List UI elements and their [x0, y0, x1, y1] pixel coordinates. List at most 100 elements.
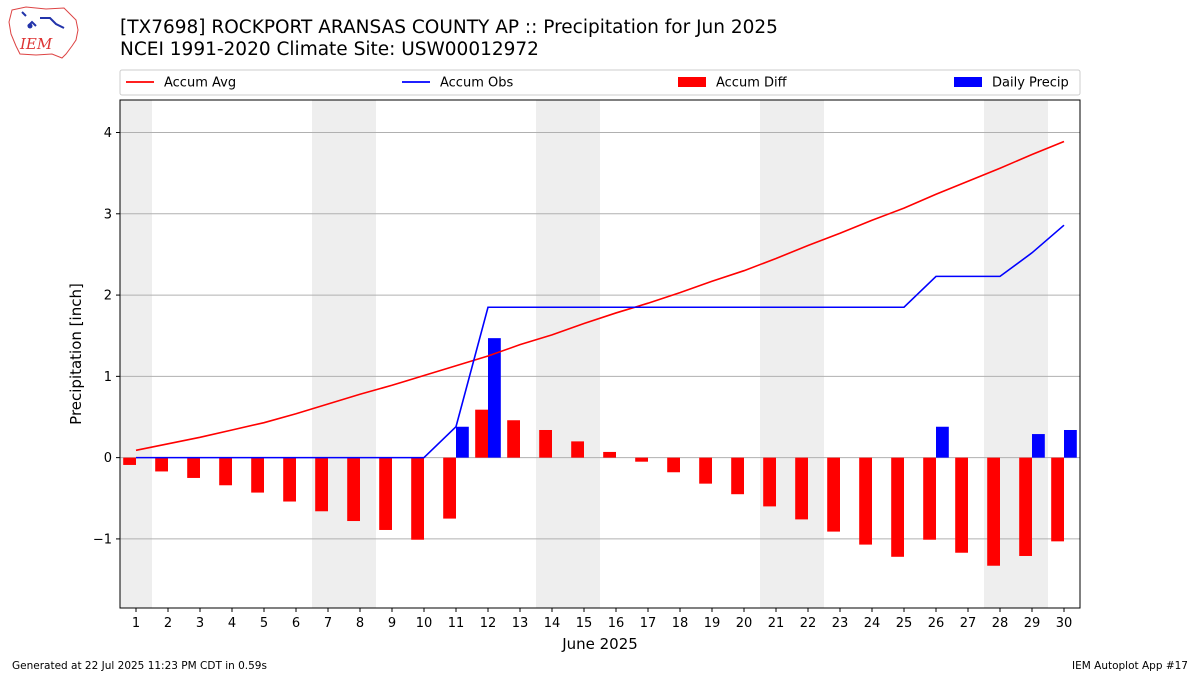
accum-diff-bar — [635, 457, 648, 462]
legend-accum-diff-label: Accum Diff — [716, 76, 788, 91]
line-series — [135, 140, 1065, 459]
accum-diff-bar — [891, 457, 904, 557]
x-axis-label: June 2025 — [561, 635, 638, 653]
x-tick-label: 1 — [132, 616, 140, 631]
daily-precip-bar — [1064, 429, 1077, 458]
daily-precip-bar — [488, 338, 501, 458]
accum-avg-line — [135, 140, 1065, 452]
x-tick-label: 9 — [388, 616, 396, 631]
x-tick-label: 2 — [164, 616, 172, 631]
x-tick-label: 14 — [544, 616, 561, 631]
accum-diff-bar — [859, 457, 872, 545]
x-tick-label: 22 — [800, 616, 817, 631]
accum-diff-bar — [475, 409, 488, 458]
accum-diff-bar — [379, 457, 392, 530]
y-tick-label: 1 — [104, 370, 112, 385]
accum-diff-bar — [955, 457, 968, 553]
accum-diff-bar — [347, 457, 360, 522]
x-tick-label: 3 — [196, 616, 204, 631]
legend-daily-precip-swatch — [954, 77, 982, 87]
weekend-shade — [792, 100, 824, 608]
x-tick-label: 12 — [480, 616, 497, 631]
accum-diff-bar — [443, 457, 456, 519]
x-tick-label: 21 — [768, 616, 785, 631]
accum-diff-bar — [763, 457, 776, 507]
x-tick-label: 10 — [416, 616, 433, 631]
weekend-shade — [344, 100, 376, 608]
x-tick-label: 5 — [260, 616, 268, 631]
weekend-shade — [760, 100, 792, 608]
daily-precip-bar — [1032, 434, 1045, 458]
legend-accum-obs-label: Accum Obs — [440, 76, 513, 91]
accum-diff-bar — [283, 457, 296, 502]
app-footer: IEM Autoplot App #17 — [1072, 660, 1188, 672]
x-tick-label: 26 — [928, 616, 945, 631]
accum-diff-bar — [699, 457, 712, 484]
accum-diff-bar — [603, 451, 616, 458]
accum-diff-bar — [187, 457, 200, 478]
y-tick-label: 3 — [104, 207, 112, 222]
accum-diff-bar — [795, 457, 808, 520]
accum-obs-line — [136, 224, 1065, 459]
x-axis-ticks: 1 2 3 4 5 6 7 8 9 10 11 12 13 14 15 16 17 18 19 20 21 22 23 24 2… — [132, 608, 1072, 631]
x-tick-label: 15 — [576, 616, 593, 631]
accum-diff-bar — [539, 429, 552, 458]
accum-diff-bar — [1019, 457, 1032, 556]
x-tick-label: 11 — [448, 616, 465, 631]
x-tick-label: 27 — [960, 616, 977, 631]
weekend-shade — [312, 100, 344, 608]
y-axis-label: Precipitation [inch] — [67, 283, 85, 425]
bar-series — [123, 338, 1077, 566]
y-tick-label: 4 — [104, 126, 112, 141]
chart-title: [TX7698] ROCKPORT ARANSAS COUNTY AP :: P… — [120, 17, 778, 38]
y-axis-ticks: −1 0 1 2 3 4 — [93, 126, 120, 547]
grid-lines — [120, 132, 1080, 540]
x-tick-label: 25 — [896, 616, 913, 631]
x-tick-label: 18 — [672, 616, 689, 631]
weekend-shade — [536, 100, 568, 608]
x-tick-label: 30 — [1056, 616, 1073, 631]
x-tick-label: 4 — [228, 616, 236, 631]
y-tick-label: 0 — [104, 451, 112, 466]
y-tick-label: −1 — [93, 532, 112, 547]
accum-diff-bar — [1051, 457, 1064, 542]
x-tick-label: 6 — [292, 616, 300, 631]
x-tick-label: 17 — [640, 616, 657, 631]
accum-diff-bar — [571, 441, 584, 458]
legend-accum-diff-swatch — [678, 77, 706, 87]
accum-diff-bar — [923, 457, 936, 540]
accum-diff-bar — [507, 420, 520, 458]
accum-diff-bar — [315, 457, 328, 512]
x-tick-label: 29 — [1024, 616, 1041, 631]
weekend-shade — [568, 100, 600, 608]
accum-diff-bar — [123, 457, 136, 465]
legend-box — [119, 69, 1081, 96]
plot-frame — [119, 99, 1081, 609]
x-tick-label: 20 — [736, 616, 753, 631]
weekend-shading — [120, 100, 1048, 608]
x-tick-label: 23 — [832, 616, 849, 631]
x-tick-label: 7 — [324, 616, 332, 631]
iem-logo: IEM — [8, 6, 79, 59]
logo-text: IEM — [19, 35, 53, 53]
generated-footer: Generated at 22 Jul 2025 11:23 PM CDT in… — [12, 660, 267, 672]
accum-diff-bar — [219, 457, 232, 486]
x-tick-label: 28 — [992, 616, 1009, 631]
x-tick-label: 8 — [356, 616, 364, 631]
weekend-shade — [120, 100, 152, 608]
x-tick-label: 16 — [608, 616, 625, 631]
chart-subtitle: NCEI 1991-2020 Climate Site: USW00012972 — [120, 39, 539, 60]
legend-daily-precip-label: Daily Precip — [992, 76, 1069, 91]
legend-accum-avg-label: Accum Avg — [164, 76, 236, 91]
accum-diff-bar — [987, 457, 1000, 566]
daily-precip-bar — [456, 426, 469, 458]
y-tick-label: 2 — [104, 289, 112, 304]
accum-diff-bar — [411, 457, 424, 540]
x-tick-label: 13 — [512, 616, 529, 631]
legend: Accum Avg Accum Obs Accum Diff Daily Precip — [119, 69, 1081, 96]
daily-precip-bar — [936, 426, 949, 458]
accum-diff-bar — [731, 457, 744, 495]
accum-diff-bar — [155, 457, 168, 472]
accum-diff-bar — [827, 457, 840, 532]
